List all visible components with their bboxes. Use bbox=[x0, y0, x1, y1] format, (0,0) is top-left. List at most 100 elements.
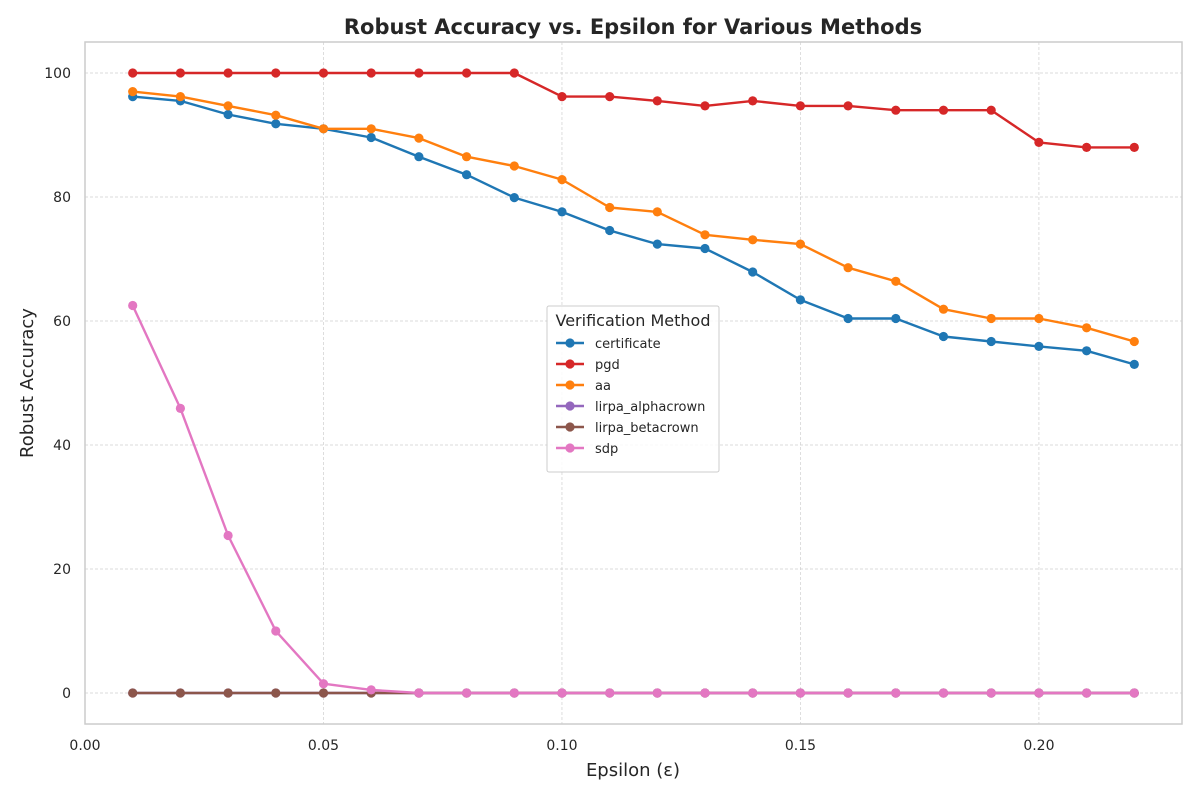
point-aa-7 bbox=[462, 152, 472, 162]
point-aa-11 bbox=[652, 207, 662, 217]
y-tick-label-1: 20 bbox=[53, 562, 71, 578]
point-pgd-9 bbox=[557, 92, 567, 102]
point-pgd-17 bbox=[938, 105, 949, 115]
point-sdp-11 bbox=[652, 688, 662, 698]
point-pgd-4 bbox=[318, 68, 329, 78]
point-pgd-11 bbox=[652, 96, 662, 106]
point-pgd-1 bbox=[175, 68, 185, 78]
point-pgd-14 bbox=[795, 101, 806, 111]
point-aa-12 bbox=[700, 230, 710, 240]
point-aa-21 bbox=[1129, 336, 1139, 347]
point-pgd-0 bbox=[128, 68, 138, 78]
point-lirpa-betacrown-3 bbox=[271, 688, 281, 698]
legend-label-aa: aa bbox=[595, 379, 611, 394]
point-sdp-1 bbox=[175, 403, 185, 413]
point-pgd-15 bbox=[843, 101, 853, 111]
point-sdp-9 bbox=[557, 688, 567, 698]
point-pgd-3 bbox=[271, 68, 281, 78]
point-certificate-16 bbox=[891, 313, 901, 324]
point-aa-16 bbox=[891, 276, 901, 286]
legend-label-pgd: pgd bbox=[595, 358, 620, 373]
legend-title: Verification Method bbox=[556, 311, 711, 330]
point-certificate-17 bbox=[938, 331, 949, 342]
point-pgd-2 bbox=[223, 68, 233, 78]
point-pgd-20 bbox=[1082, 142, 1092, 152]
x-tick-label-0: 0.00 bbox=[69, 738, 100, 754]
point-aa-8 bbox=[509, 161, 519, 171]
point-certificate-15 bbox=[843, 313, 853, 324]
point-certificate-3 bbox=[271, 119, 281, 129]
point-sdp-14 bbox=[795, 688, 806, 698]
point-certificate-14 bbox=[795, 295, 806, 305]
legend-marker-lirpa-betacrown bbox=[565, 422, 575, 432]
point-sdp-5 bbox=[366, 685, 376, 695]
series-line-sdp bbox=[131, 304, 1135, 695]
point-pgd-8 bbox=[509, 68, 519, 78]
point-sdp-8 bbox=[509, 688, 519, 698]
legend-label-sdp: sdp bbox=[595, 442, 618, 457]
legend-box bbox=[546, 305, 720, 473]
legend: Verification Method certificate pgd aa lirpa… bbox=[546, 305, 720, 473]
point-aa-14 bbox=[795, 239, 806, 249]
point-sdp-10 bbox=[605, 688, 615, 698]
x-tick-label-1: 0.05 bbox=[308, 738, 339, 754]
point-sdp-2 bbox=[223, 530, 233, 541]
point-pgd-21 bbox=[1129, 142, 1139, 152]
point-certificate-2 bbox=[223, 109, 233, 120]
point-certificate-13 bbox=[748, 267, 758, 277]
point-lirpa-betacrown-1 bbox=[175, 688, 185, 698]
point-certificate-6 bbox=[414, 152, 424, 162]
x-tick-label-3: 0.15 bbox=[785, 738, 816, 754]
point-aa-9 bbox=[557, 175, 567, 185]
point-certificate-20 bbox=[1082, 346, 1092, 356]
point-certificate-10 bbox=[605, 225, 615, 236]
plot-area: 0.00 0.05 0.10 0.15 0.20 0 20 40 60 80 100 bbox=[44, 41, 1183, 754]
point-sdp-7 bbox=[462, 688, 472, 698]
point-pgd-6 bbox=[414, 68, 424, 78]
point-aa-3 bbox=[271, 110, 281, 120]
chart-title: Robust Accuracy vs. Epsilon for Various … bbox=[344, 15, 922, 39]
y-tick-label-4: 80 bbox=[53, 190, 71, 206]
point-certificate-7 bbox=[462, 170, 472, 180]
point-aa-20 bbox=[1082, 323, 1092, 333]
point-sdp-6 bbox=[414, 688, 424, 698]
x-tick-label-2: 0.10 bbox=[546, 738, 577, 754]
point-certificate-19 bbox=[1034, 341, 1044, 351]
point-sdp-4 bbox=[318, 679, 329, 689]
plot-frame bbox=[84, 41, 1183, 725]
point-pgd-13 bbox=[748, 96, 758, 106]
legend-marker-pgd bbox=[565, 359, 575, 369]
point-pgd-7 bbox=[462, 68, 472, 78]
series-line-aa bbox=[132, 90, 1135, 343]
point-aa-10 bbox=[605, 202, 615, 213]
point-sdp-12 bbox=[700, 688, 710, 698]
point-pgd-16 bbox=[891, 105, 901, 115]
legend-label-certificate: certificate bbox=[595, 337, 661, 352]
legend-marker-sdp bbox=[565, 443, 575, 453]
point-aa-2 bbox=[223, 101, 233, 111]
point-sdp-13 bbox=[748, 688, 758, 698]
x-tick-label-4: 0.20 bbox=[1023, 738, 1054, 754]
point-sdp-3 bbox=[271, 626, 281, 636]
point-sdp-20 bbox=[1082, 688, 1092, 698]
point-certificate-9 bbox=[557, 207, 567, 217]
point-certificate-18 bbox=[986, 336, 996, 347]
x-axis-label: Epsilon (ε) bbox=[586, 760, 680, 781]
legend-marker-lirpa-alphacrown bbox=[565, 401, 575, 411]
point-pgd-18 bbox=[986, 105, 996, 115]
legend-label-lirpa-betacrown: lirpa_betacrown bbox=[595, 421, 699, 436]
point-pgd-12 bbox=[700, 101, 710, 111]
point-sdp-19 bbox=[1034, 688, 1044, 698]
y-tick-label-0: 0 bbox=[62, 686, 71, 702]
point-pgd-10 bbox=[605, 92, 615, 102]
point-aa-6 bbox=[414, 133, 424, 143]
y-tick-label-5: 100 bbox=[44, 66, 71, 82]
y-tick-label-3: 60 bbox=[53, 314, 71, 330]
point-certificate-8 bbox=[509, 193, 519, 203]
point-aa-18 bbox=[986, 313, 996, 324]
y-axis-label: Robust Accuracy bbox=[17, 308, 38, 458]
point-sdp-16 bbox=[891, 688, 901, 698]
point-pgd-19 bbox=[1034, 137, 1044, 147]
point-aa-0 bbox=[128, 87, 138, 97]
